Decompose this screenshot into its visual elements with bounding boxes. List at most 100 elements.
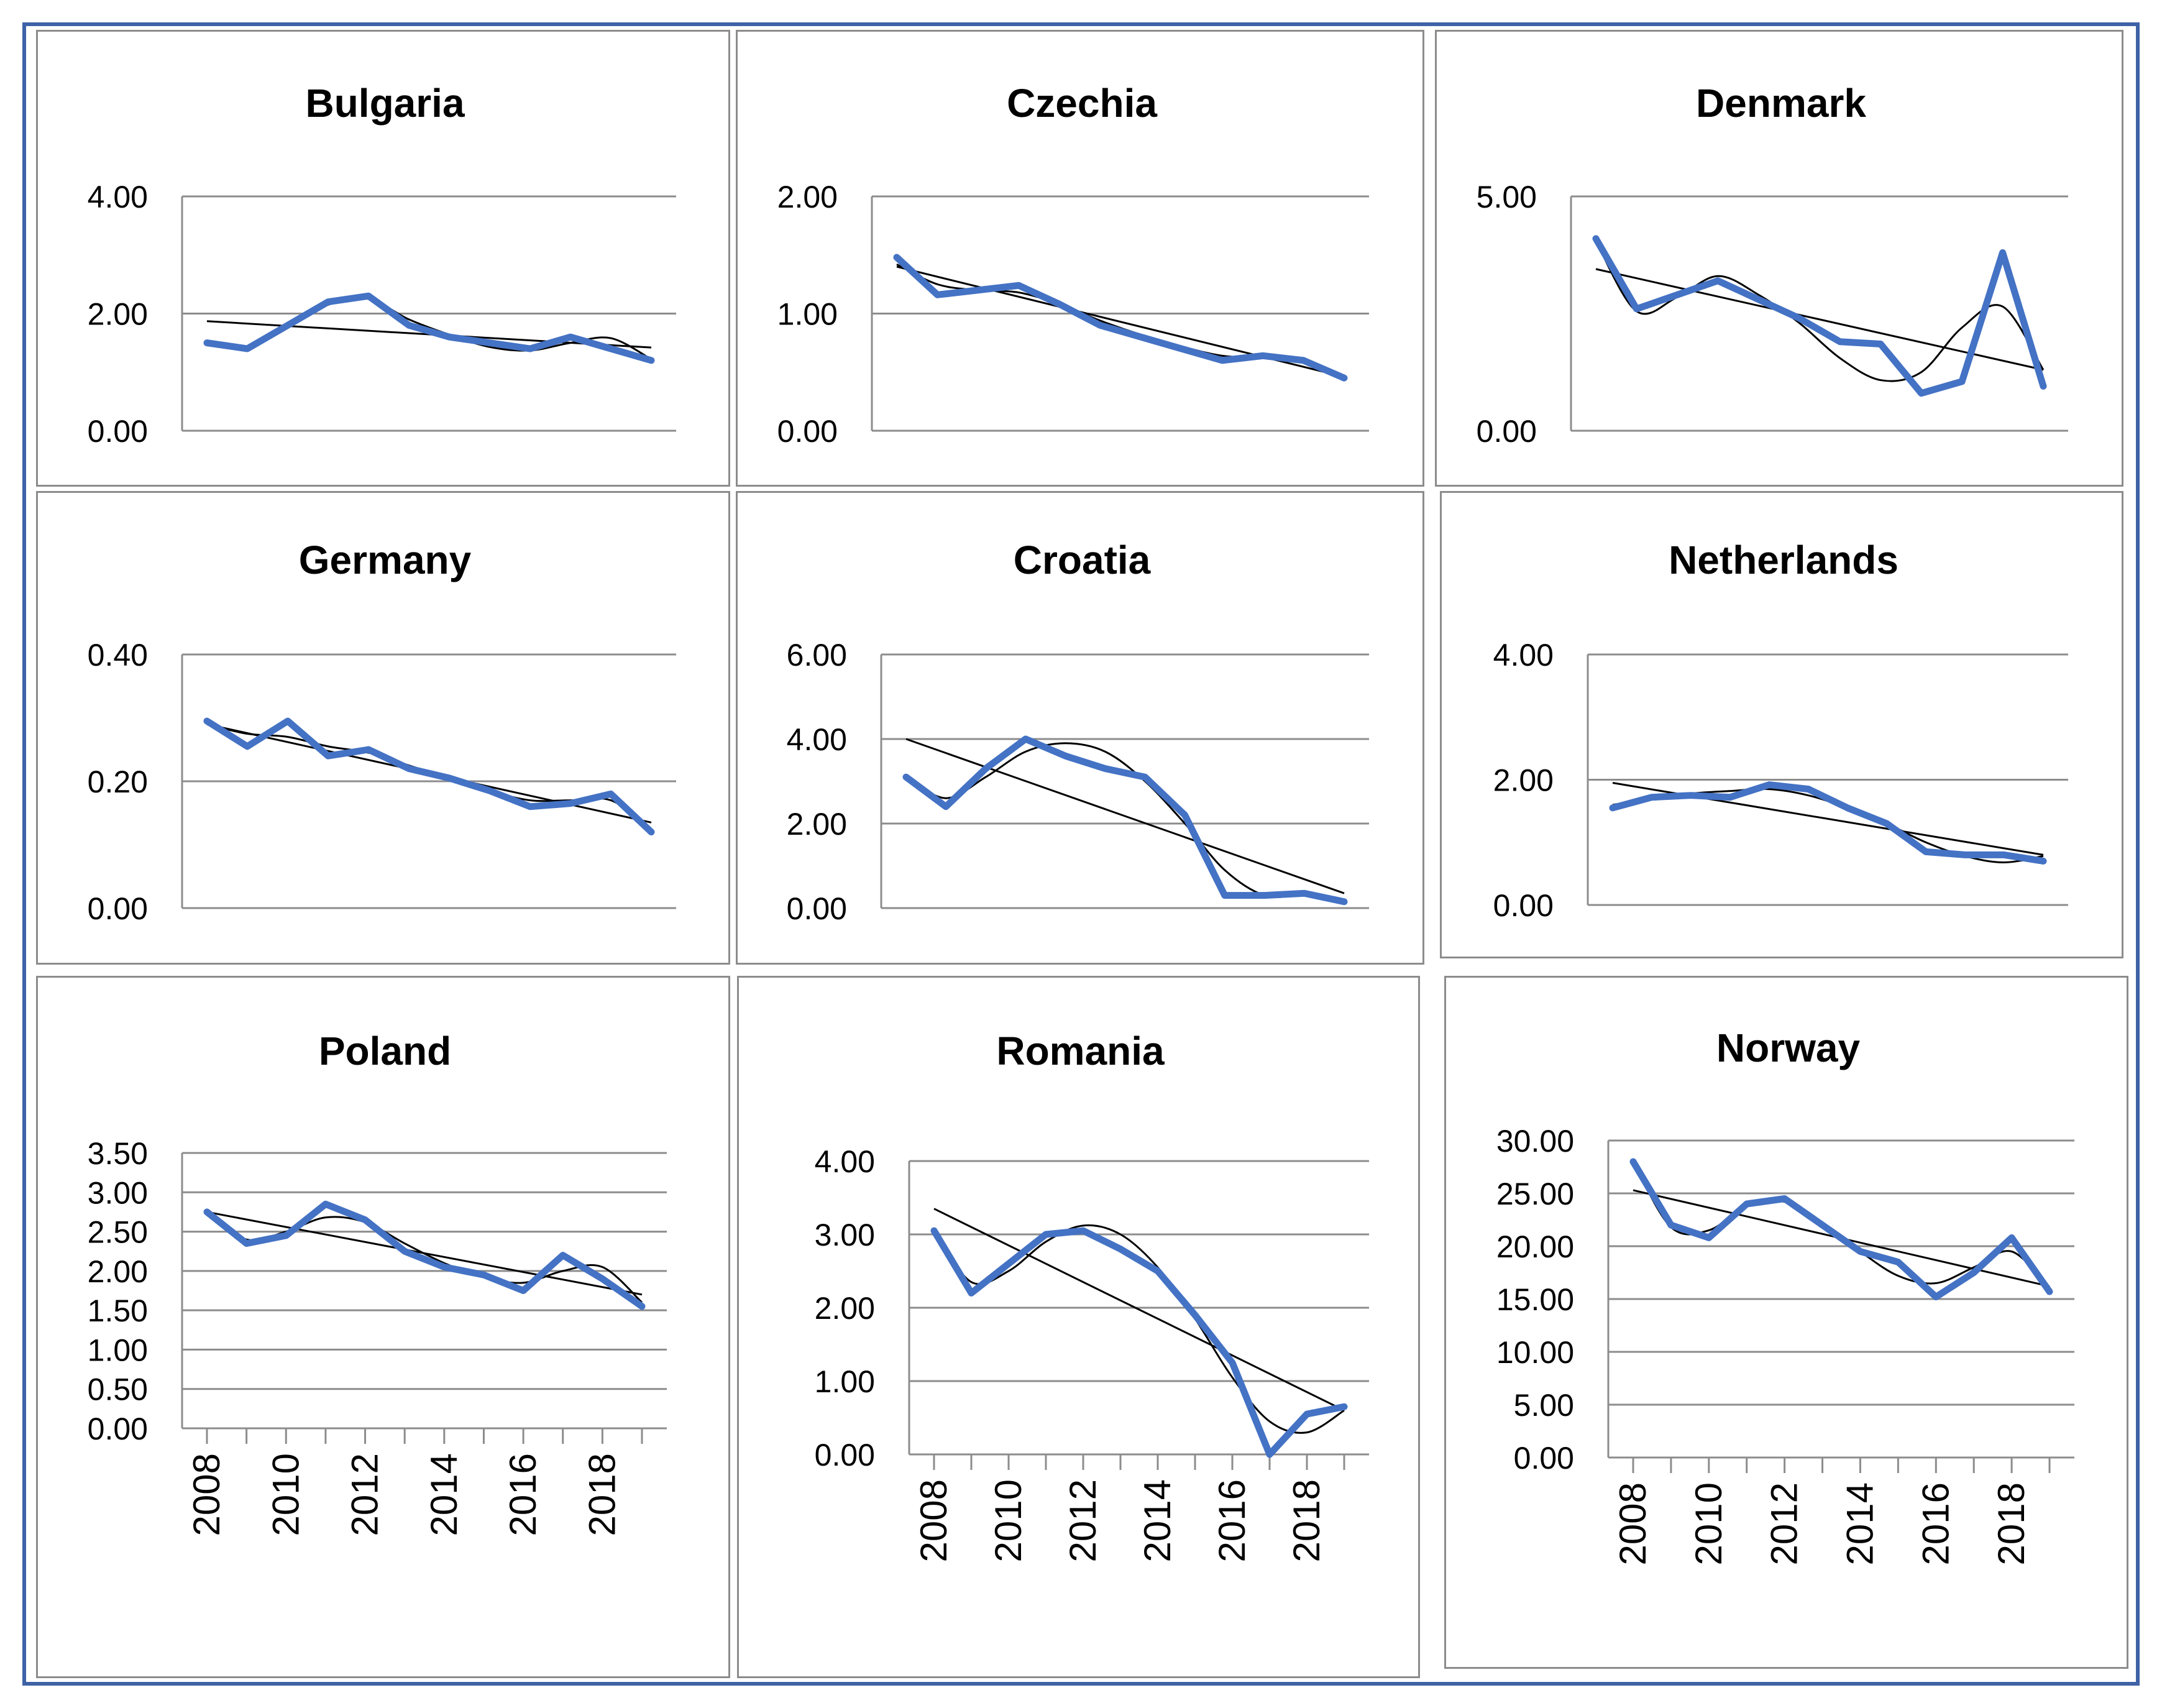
series-line: [203, 717, 655, 836]
data-point: [1344, 901, 1345, 902]
data-point: [570, 802, 571, 804]
x-tick-label: 2012: [1764, 1482, 1805, 1565]
x-tick-label: 2008: [913, 1479, 955, 1562]
data-point: [206, 342, 208, 344]
y-tick-label: 5.00: [1514, 1388, 1574, 1423]
data-point: [562, 1254, 564, 1256]
y-tick-label: 2.00: [88, 1254, 148, 1289]
data-point: [1964, 854, 1966, 856]
chart-panel-czechia: Czechia 0.00 1.00 2.00: [736, 30, 1424, 487]
polynomial-trend-line: [1632, 1161, 2051, 1290]
y-tick-label: 0.00: [815, 1438, 875, 1472]
y-tick-label: 5.00: [1477, 180, 1537, 214]
polynomial-trend-line: [206, 1211, 643, 1303]
data-point: [1184, 814, 1186, 816]
data-point: [2049, 1291, 2050, 1293]
chart-svg: Netherlands 0.00 2.00 4.00: [1493, 538, 2068, 923]
data-point: [1181, 348, 1183, 350]
data-point: [641, 1305, 643, 1307]
data-point: [368, 749, 369, 750]
data-point: [1595, 237, 1596, 239]
chart-panel-croatia: Croatia 0.00 2.00 4.00 6.00: [736, 491, 1424, 965]
linear-trend-line: [933, 1208, 1345, 1412]
data-point: [1676, 294, 1678, 296]
x-tick-label: 2008: [1612, 1482, 1654, 1565]
data-point: [1920, 392, 1922, 394]
chart-title: Norway: [1716, 1026, 1861, 1070]
x-tick-label: 2008: [186, 1453, 227, 1536]
data-point: [1708, 1237, 1710, 1239]
chart-svg: Norway 0.00 5.00 10.00 15.00 20.00 25.00 30.00 2…: [1496, 1026, 2074, 1565]
y-tick-label: 0.00: [88, 1412, 148, 1446]
data-point: [404, 1251, 406, 1252]
data-point: [945, 806, 947, 807]
data-point: [1769, 784, 1770, 786]
data-point: [523, 1290, 524, 1292]
chart-title: Denmark: [1696, 81, 1866, 126]
data-point: [896, 257, 897, 259]
data-point: [1651, 796, 1652, 798]
data-point: [1263, 894, 1265, 896]
x-tick-label: 2018: [1990, 1482, 2032, 1565]
data-point: [971, 1292, 972, 1294]
x-tick-label: 2016: [1211, 1479, 1253, 1562]
data-point: [287, 324, 288, 326]
data-point: [1839, 341, 1841, 342]
data-point: [206, 1211, 208, 1213]
y-tick-label: 0.50: [88, 1372, 148, 1407]
data-point: [1784, 1198, 1785, 1200]
series-line: [1592, 235, 2047, 397]
chart-title: Bulgaria: [305, 81, 464, 126]
data-point: [408, 324, 410, 326]
y-tick-label: 4.00: [88, 180, 148, 214]
chart-svg: Bulgaria 0.00 2.00 4.00: [88, 81, 676, 449]
x-tick-label: 2012: [344, 1453, 386, 1536]
data-point: [489, 342, 490, 344]
x-tick-label: 2010: [265, 1453, 306, 1536]
chart-svg: Poland 0.00 0.50 1.00 1.50 2.00 2.50 3.00 3.50 20…: [88, 1029, 667, 1536]
y-tick-label: 1.50: [88, 1293, 148, 1328]
series-line: [1609, 781, 2047, 865]
data-point: [529, 806, 531, 807]
data-point: [1058, 303, 1060, 305]
data-point: [1018, 285, 1020, 287]
data-point: [1065, 755, 1066, 757]
y-tick-label: 2.00: [777, 180, 838, 214]
data-point: [1935, 1296, 1937, 1298]
chart-title: Poland: [319, 1029, 451, 1073]
y-tick-label: 2.50: [88, 1215, 148, 1250]
data-point: [1612, 807, 1613, 809]
chart-title: Germany: [299, 538, 472, 582]
y-tick-label: 3.00: [88, 1175, 148, 1210]
x-tick-label: 2014: [1137, 1479, 1178, 1562]
data-point: [937, 294, 938, 296]
series-line: [893, 254, 1348, 382]
data-point: [1880, 343, 1882, 345]
data-point: [651, 831, 652, 833]
data-point: [1221, 359, 1223, 361]
linear-trend-line: [905, 738, 1345, 894]
y-tick-label: 4.00: [1493, 638, 1554, 673]
data-point: [1194, 1314, 1196, 1316]
polynomial-trend-line: [1595, 240, 2045, 382]
data-point: [408, 768, 410, 769]
data-point: [449, 336, 450, 338]
series-line: [203, 292, 655, 364]
data-point: [328, 301, 329, 303]
x-tick-label: 2018: [581, 1453, 623, 1536]
data-point: [1083, 1230, 1084, 1232]
y-tick-label: 3.50: [88, 1136, 148, 1171]
data-point: [1961, 380, 1963, 382]
data-point: [1262, 355, 1264, 357]
data-point: [570, 336, 571, 338]
data-point: [1144, 776, 1146, 778]
series-line: [902, 735, 1348, 906]
data-point: [1104, 768, 1106, 769]
data-point: [1690, 794, 1692, 796]
data-point: [2043, 385, 2044, 387]
data-point: [1859, 1251, 1861, 1252]
data-point: [324, 1203, 326, 1205]
y-tick-label: 0.00: [88, 891, 148, 926]
data-point: [2002, 252, 2004, 254]
x-tick-label: 2014: [1839, 1482, 1880, 1565]
